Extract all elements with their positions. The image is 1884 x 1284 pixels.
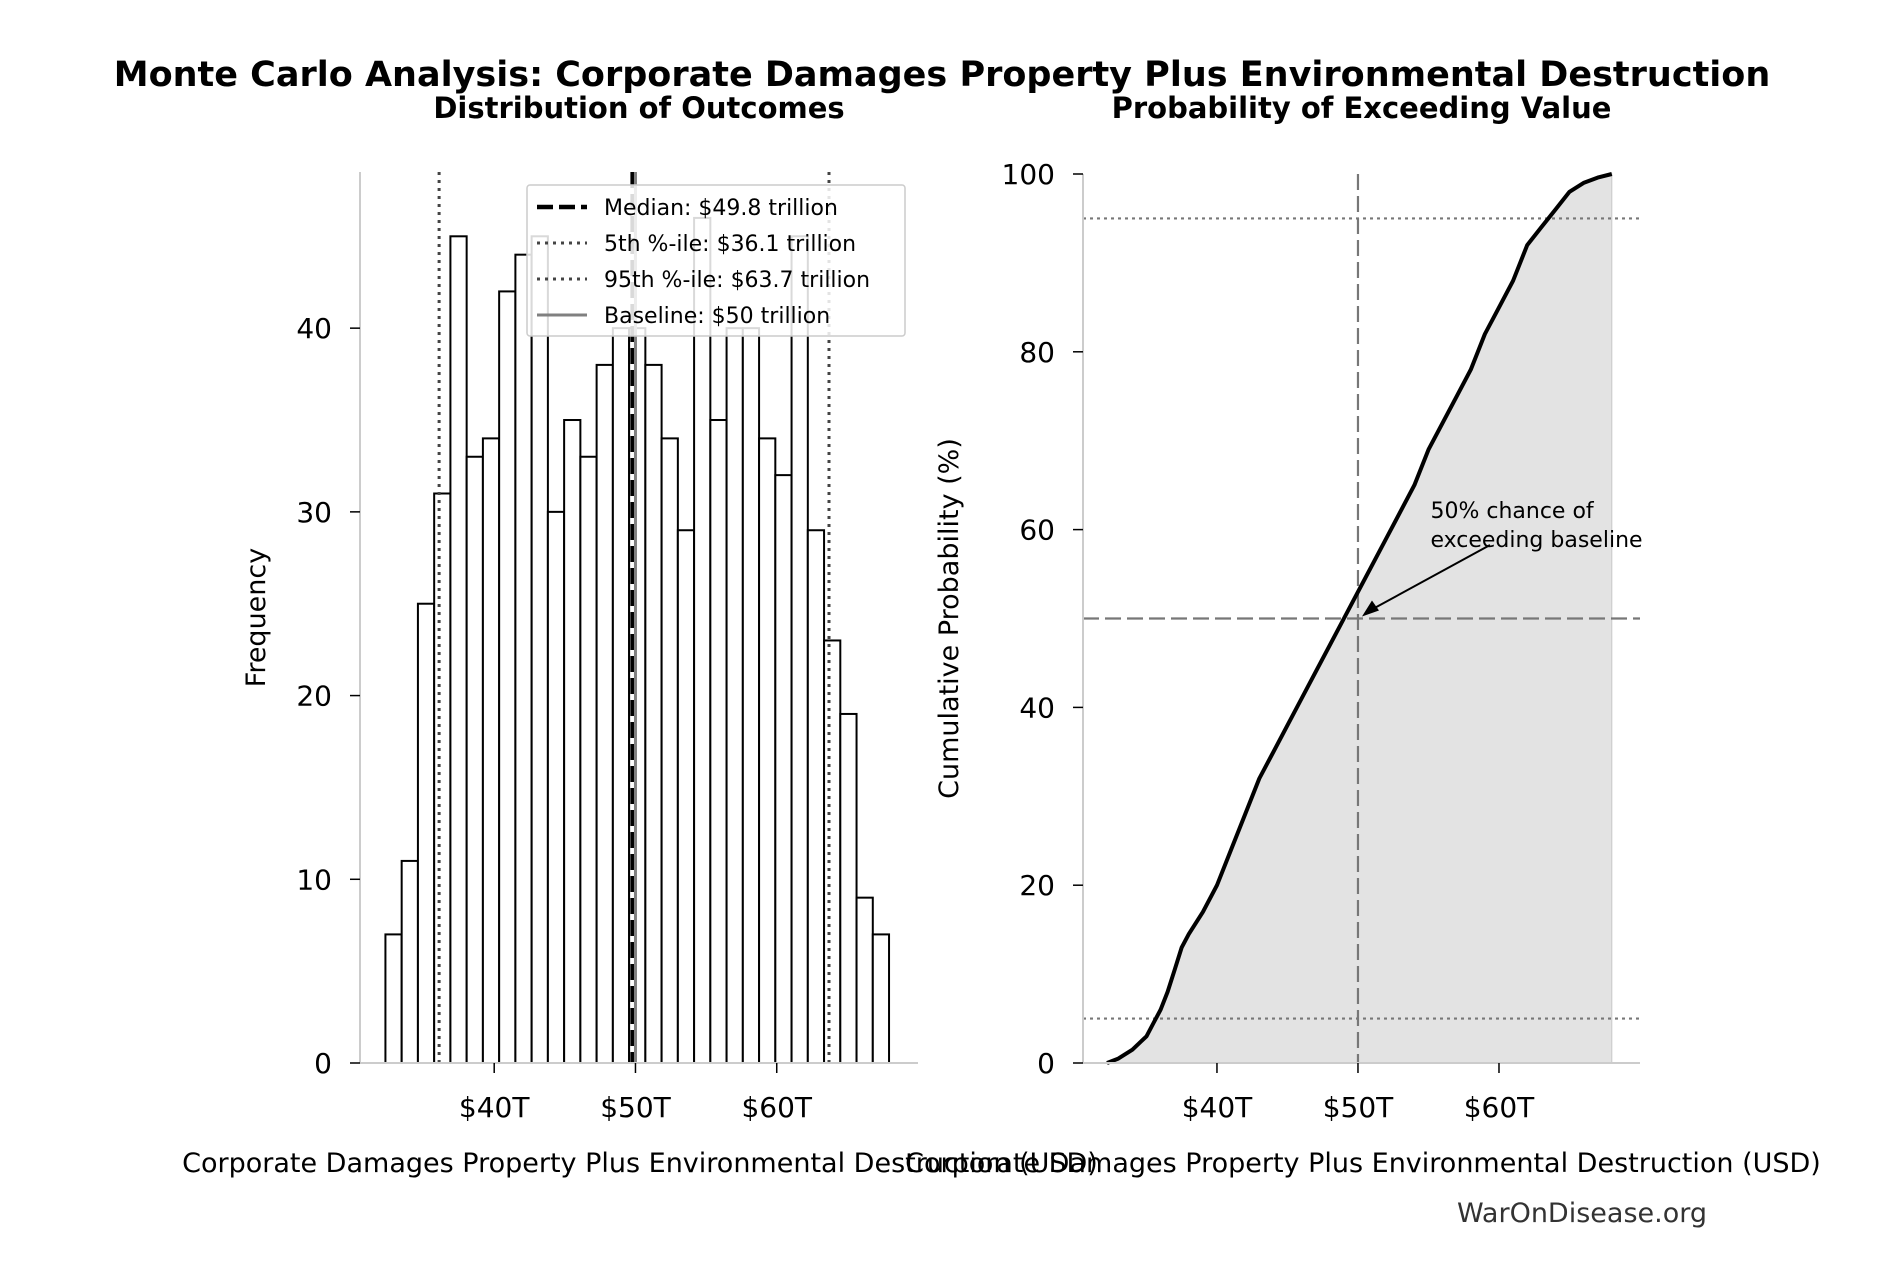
- legend-entry: 5th %-ile: $36.1 trillion: [537, 232, 856, 257]
- histogram-bar: [758, 437, 777, 1064]
- histogram-bar: [400, 859, 419, 1065]
- annotation-arrow-head: [1361, 600, 1379, 617]
- x-tick-label: $60T: [741, 1091, 812, 1124]
- x-axis-label: Corporate Damages Property Plus Environm…: [182, 1148, 1098, 1179]
- histogram-bar: [384, 933, 403, 1064]
- x-tick-label: $40T: [1182, 1091, 1253, 1124]
- histogram-bar: [660, 437, 679, 1064]
- y-tick-label: 60: [1019, 514, 1055, 547]
- histogram-bar: [855, 896, 874, 1064]
- x-tick-label: $50T: [600, 1091, 671, 1124]
- histogram-bar: [871, 933, 891, 1064]
- y-tick-label: 10: [296, 863, 332, 896]
- histogram-bar: [433, 492, 452, 1064]
- cdf-chart: Probability of Exceeding Value 0 20 40 60 80 1…: [905, 91, 1821, 1179]
- histogram-bar: [465, 455, 484, 1064]
- y-axis-label: Cumulative Probability (%): [934, 438, 965, 799]
- histogram-bar: [693, 216, 712, 1064]
- histogram-bar: [676, 529, 696, 1064]
- histogram-bar: [595, 363, 614, 1064]
- y-tick-label: 0: [314, 1047, 332, 1080]
- y-tick-label: 30: [296, 496, 332, 529]
- y-tick-label: 20: [296, 680, 332, 713]
- histogram-bar: [481, 437, 501, 1064]
- legend-label: Baseline: $50 trillion: [604, 304, 830, 329]
- x-tick-label: $50T: [1323, 1091, 1394, 1124]
- histogram-bar: [416, 602, 436, 1065]
- histogram-bar: [579, 455, 598, 1064]
- x-tick-label: $60T: [1464, 1091, 1535, 1124]
- legend-label: 95th %-ile: $63.7 trillion: [604, 268, 870, 293]
- legend-entry: Median: $49.8 trillion: [537, 196, 838, 221]
- histogram-bar: [774, 474, 793, 1064]
- y-tick-label: 40: [1019, 691, 1055, 724]
- annotation-arrow-shaft: [1369, 544, 1491, 612]
- histogram-bar: [611, 327, 631, 1064]
- y-tick-label: 40: [296, 312, 332, 345]
- histogram-bar: [823, 639, 842, 1064]
- legend-box: [526, 184, 906, 337]
- y-tick-label: 0: [1037, 1047, 1055, 1080]
- histogram-bar: [563, 419, 582, 1064]
- x-tick-label: $40T: [459, 1091, 530, 1124]
- y-axis-label: Frequency: [241, 548, 272, 688]
- y-tick-label: 20: [1019, 869, 1055, 902]
- legend-label: Median: $49.8 trillion: [604, 196, 838, 221]
- histogram-bar: [839, 712, 858, 1064]
- histogram-bar: [498, 290, 517, 1065]
- histogram-bar: [514, 253, 533, 1064]
- cdf-line: [1106, 172, 1613, 1065]
- annotation-text: 50% chance of: [1430, 499, 1594, 524]
- annotation-text: exceeding baseline: [1430, 528, 1642, 553]
- y-tick-label: 100: [1002, 158, 1055, 191]
- histogram-bar: [709, 419, 728, 1064]
- histogram-bar: [806, 529, 826, 1064]
- histogram-bar: [530, 235, 549, 1065]
- y-tick-label: 80: [1019, 336, 1055, 369]
- figure-title: Monte Carlo Analysis: Corporate Damages …: [114, 55, 1771, 95]
- histogram-bar: [741, 327, 761, 1064]
- legend-entry: Baseline: $50 trillion: [537, 304, 830, 329]
- x-axis-label: Corporate Damages Property Plus Environm…: [905, 1148, 1821, 1179]
- legend-entry: 95th %-ile: $63.7 trillion: [537, 268, 870, 293]
- legend-label: 5th %-ile: $36.1 trillion: [604, 232, 856, 257]
- histogram-bar: [644, 363, 663, 1064]
- legend: Median: $49.8 trillion 5th %-ile: $36.1 t…: [526, 184, 906, 337]
- footer-credit: WarOnDisease.org: [1457, 1198, 1707, 1229]
- cdf-subtitle: Probability of Exceeding Value: [1112, 91, 1612, 125]
- histogram-bar: [790, 235, 809, 1065]
- histogram-chart: Distribution of Outcomes 0 10 20 30 40 $40T $50…: [182, 91, 1098, 1179]
- histogram-bar: [725, 327, 744, 1064]
- histogram-bar: [546, 510, 566, 1064]
- histogram-subtitle: Distribution of Outcomes: [433, 91, 844, 125]
- histogram-bar: [449, 235, 468, 1065]
- annotation: 50% chance of exceeding baseline: [1361, 499, 1643, 617]
